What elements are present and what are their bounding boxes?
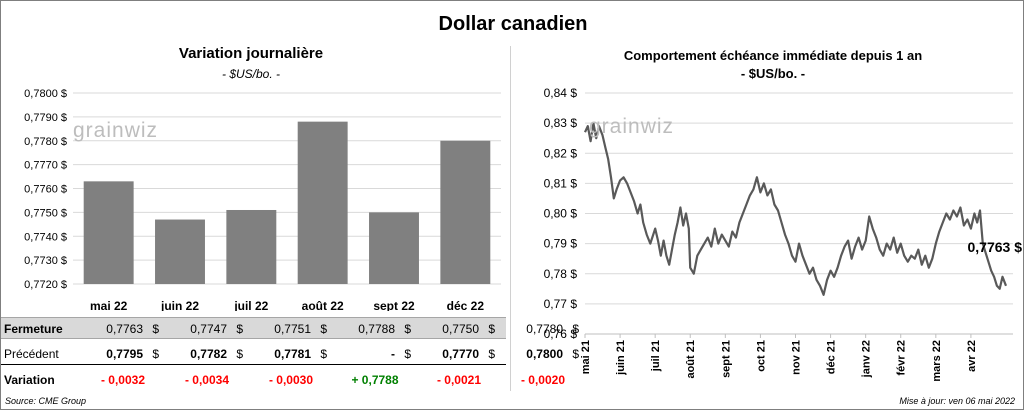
bar-category-label: sept 22 [373,299,415,311]
cell-currency: $ [404,347,411,361]
line-x-tick-label: nov 21 [790,340,802,375]
cell-currency: $ [488,347,495,361]
bar-category-label: mai 22 [90,299,128,311]
source-note: Source: CME Group [5,396,87,406]
right-chart-subtitle: - $US/bo. - [740,66,806,81]
bar-category-label: déc 22 [447,299,485,311]
cell-currency: $ [236,322,243,336]
variation-value: - 0,0032 [100,373,146,387]
bar [226,209,277,284]
table-row: Précédent 0,7795 $0,7782 $0,7781 $ - $0,7770 $0… [1,343,579,365]
variation-value: - 0,0034 [184,373,230,387]
bar-y-tick-label: 0,7750 $ [24,207,67,219]
line-x-tick-label: oct 21 [755,340,767,372]
bar-y-tick-label: 0,7790 $ [24,112,67,124]
cell-value: 0,7781 [274,347,311,361]
line-y-tick-label: 0,78 $ [544,267,578,281]
cell-currency: $ [320,347,327,361]
line-x-tick-label: déc 21 [826,340,838,374]
row-label: Variation [4,373,55,387]
line-y-tick-label: 0,80 $ [544,207,578,221]
line-x-tick-label: juin 21 [615,340,627,376]
panel-divider [510,46,511,391]
cell-value: 0,7795 [106,347,143,361]
page-title: Dollar canadien [438,13,588,35]
line-x-tick-label: mai 21 [580,340,592,374]
line-y-tick-label: 0,79 $ [544,237,578,251]
line-x-tick-label: janv 22 [861,340,873,378]
cell-value: 0,7751 [274,322,311,336]
line-x-tick-label: juil 21 [650,340,662,372]
cell-currency: $ [572,322,579,336]
variation-row: Variation - 0,0032 - 0,0034 - 0,0030 + 0,778… [1,369,565,391]
line-x-tick-label: sept 21 [720,340,732,378]
bar-y-tick-label: 0,7800 $ [24,88,67,100]
variation-value: - 0,0030 [268,373,314,387]
bar-y-tick-label: 0,7740 $ [24,231,67,243]
cell-value: 0,7780 [526,322,563,336]
variation-value: - 0,0021 [436,373,482,387]
cell-value: 0,7747 [190,322,227,336]
bar [369,212,419,284]
row-label: Précédent [4,347,59,361]
line-chart: 0,76 $ 0,77 $ 0,78 $ 0,79 $ 0,80 $ 0,81 $ 0,82… [544,86,1023,382]
cell-value: - [391,347,395,361]
cell-currency: $ [404,322,411,336]
bar-y-tick-label: 0,7770 $ [24,160,67,172]
line-y-tick-label: 0,76 $ [544,327,578,341]
variation-value: - 0,0020 [520,373,566,387]
cell-currency: $ [572,347,579,361]
cell-value: 0,7763 [106,322,143,336]
update-note: Mise à jour: ven 06 mai 2022 [899,396,1015,406]
cell-value: 0,7788 [358,322,395,336]
left-chart-title: Variation journalière [178,45,324,62]
cell-value: 0,7782 [190,347,227,361]
line-x-tick-label: août 21 [685,340,697,379]
cell-currency: $ [488,322,495,336]
bar-y-tick-label: 0,7730 $ [24,255,67,267]
right-watermark: grainwiz [589,115,675,138]
bar-category-label: août 22 [302,299,344,311]
line-x-tick-label: avr 22 [966,340,978,372]
line-y-tick-label: 0,82 $ [544,146,578,160]
cell-currency: $ [152,347,159,361]
line-y-tick-label: 0,84 $ [544,86,578,100]
left-chart-subtitle: - $US/bo. - [221,67,281,81]
variation-value: + 0,7788 [351,373,399,387]
table-row: Fermeture 0,7763 $0,7747 $0,7751 $0,7788 $0,7… [1,317,579,339]
bar-y-tick-label: 0,7720 $ [24,279,67,291]
right-chart-title: Comportement échéance immédiate depuis 1… [623,48,923,63]
cell-currency: $ [152,322,159,336]
line-x-tick-label: févr 22 [896,340,908,375]
row-label: Fermeture [4,322,63,336]
line-y-tick-label: 0,83 $ [544,116,578,130]
bar [155,219,205,284]
bar [83,181,134,284]
series-line [584,121,1008,296]
left-watermark: grainwiz [73,119,159,142]
bar [297,121,348,285]
cell-value: 0,7800 [526,347,563,361]
cell-value: 0,7750 [442,322,479,336]
cell-value: 0,7770 [442,347,479,361]
bar-y-tick-label: 0,7760 $ [24,184,67,196]
cell-currency: $ [236,347,243,361]
bar [440,140,491,284]
cell-currency: $ [320,322,327,336]
line-y-tick-label: 0,77 $ [544,297,578,311]
last-value-label: 0,7763 $ [968,239,1023,255]
bar-category-label: juil 22 [233,299,268,311]
bar-chart: 0,7720 $ 0,7730 $ 0,7740 $ 0,7750 $ 0,7760 $… [24,88,501,311]
bar-y-tick-label: 0,7780 $ [24,136,67,148]
bar-category-label: juin 22 [160,299,199,311]
line-y-tick-label: 0,81 $ [544,176,578,190]
line-x-tick-label: mars 22 [931,340,943,382]
